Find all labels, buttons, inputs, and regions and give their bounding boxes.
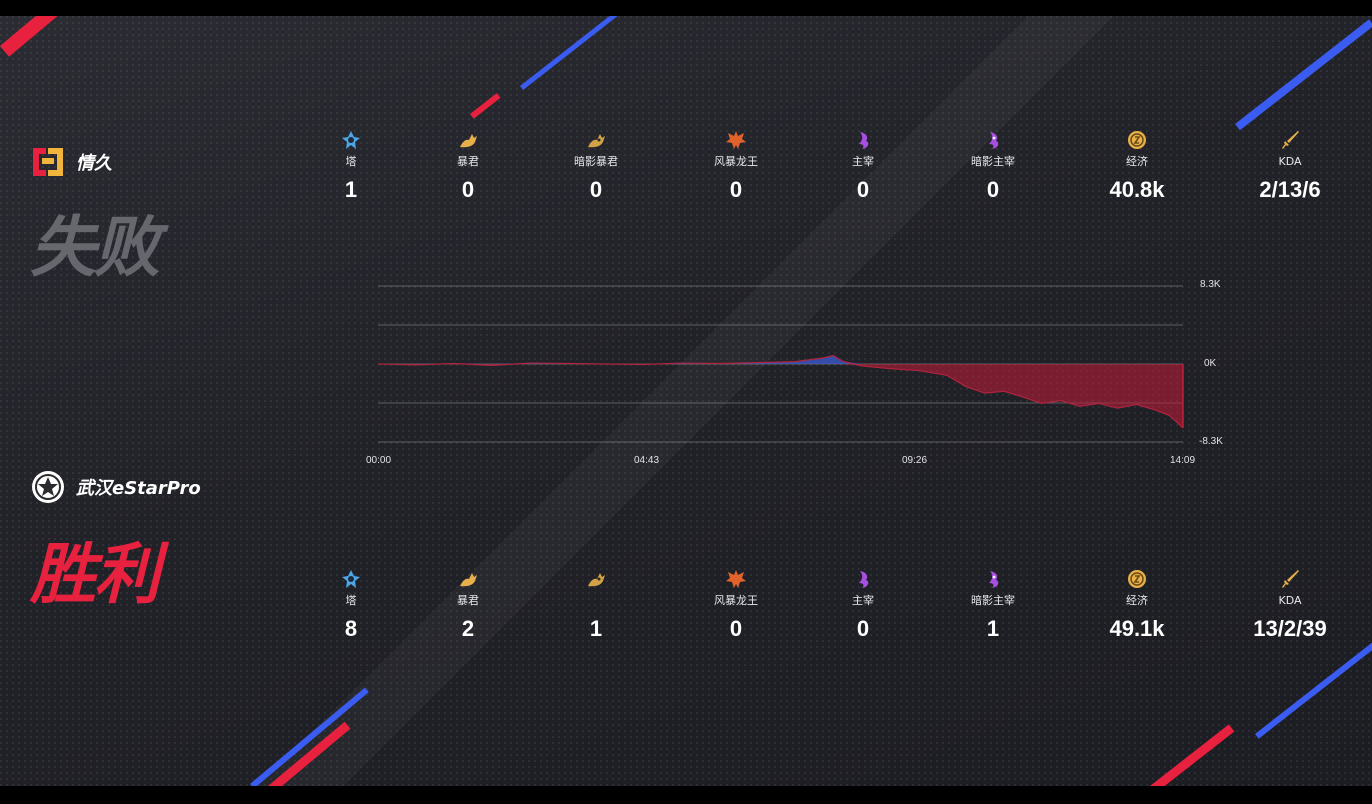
top-stat-value-2: 0 bbox=[589, 177, 603, 202]
top-stat-value-1: 0 bbox=[461, 177, 475, 202]
bottom-stat-value-5: 1 bbox=[986, 616, 1000, 641]
bottom-stat-2: 1 bbox=[531, 568, 661, 642]
overlord-icon bbox=[859, 132, 869, 149]
bottom-stat-label-7: KDA bbox=[1278, 594, 1302, 607]
chart-y-label-max: 8.3K bbox=[1200, 279, 1221, 290]
bottom-stat-label-0: 塔 bbox=[345, 594, 357, 607]
bottom-stat-3: 风暴龙王 0 bbox=[671, 568, 801, 642]
chart-area-negative bbox=[378, 364, 1183, 428]
chart-series-line bbox=[377, 354, 1184, 429]
sword-icon bbox=[1282, 131, 1299, 149]
bottom-stat-4: 主宰 0 bbox=[798, 568, 928, 642]
bottom-stat-label-1: 暴君 bbox=[457, 594, 479, 607]
team-logo-qingjiu bbox=[33, 148, 63, 176]
top-stat-label-4: 主宰 bbox=[852, 155, 874, 168]
chart-x-label-0: 00:00 bbox=[366, 455, 392, 466]
top-stat-label-5: 暗影主宰 bbox=[971, 155, 1015, 168]
bottom-stat-value-1: 2 bbox=[461, 616, 475, 641]
result-loss-label: 失败 bbox=[30, 209, 160, 286]
bottom-stat-1: 暴君 2 bbox=[403, 568, 533, 642]
bottom-stat-value-3: 0 bbox=[729, 616, 743, 641]
top-stat-label-3: 风暴龙王 bbox=[714, 155, 758, 168]
top-stat-1: 暴君 0 bbox=[403, 129, 533, 203]
tyrant-icon bbox=[460, 573, 477, 587]
top-stat-2: 暗影暴君 0 bbox=[531, 129, 661, 203]
team-logo-estar bbox=[32, 471, 64, 503]
team-header-top: 情久 bbox=[30, 144, 112, 180]
bottom-stat-label-6: 经济 bbox=[1126, 594, 1148, 607]
shadow-tyrant-icon bbox=[588, 134, 605, 148]
gold-icon bbox=[1128, 131, 1146, 149]
bottom-stat-7: KDA 13/2/39 bbox=[1225, 568, 1355, 642]
shadow-overlord-icon bbox=[989, 132, 999, 149]
tyrant-icon bbox=[460, 134, 477, 148]
chart-x-label-1: 04:43 bbox=[634, 455, 660, 466]
top-stat-value-3: 0 bbox=[729, 177, 743, 202]
chart-x-label-2: 09:26 bbox=[902, 455, 928, 466]
top-stat-5: 暗影主宰 0 bbox=[928, 129, 1058, 203]
shadow-tyrant-icon bbox=[588, 573, 605, 587]
chart-x-label-3: 14:09 bbox=[1170, 455, 1196, 466]
bottom-stat-6: 经济 49.1k bbox=[1072, 568, 1202, 642]
bottom-stat-label-3: 风暴龙王 bbox=[714, 594, 758, 607]
result-win-label: 胜利 bbox=[30, 536, 160, 613]
top-stat-4: 主宰 0 bbox=[798, 129, 928, 203]
top-stat-value-5: 0 bbox=[986, 177, 1000, 202]
top-stat-value-6: 40.8k bbox=[1109, 177, 1165, 202]
top-stat-label-6: 经济 bbox=[1126, 155, 1148, 168]
top-stat-label-0: 塔 bbox=[345, 155, 357, 168]
shadow-overlord-icon bbox=[989, 571, 999, 588]
overlord-icon bbox=[859, 571, 869, 588]
scoreboard-screen: 情久 失败 武汉eStarPro 胜利 塔 1 暴君 0 暗影暴君 0 风暴龙王 0 主宰 0 暗影… bbox=[0, 16, 1372, 786]
sword-icon bbox=[1282, 570, 1299, 588]
top-stat-value-4: 0 bbox=[856, 177, 870, 202]
bottom-stat-value-7: 13/2/39 bbox=[1253, 616, 1327, 641]
storm-dragon-icon bbox=[726, 570, 746, 588]
tower-icon bbox=[342, 131, 360, 149]
tower-icon bbox=[342, 570, 360, 588]
storm-dragon-icon bbox=[726, 131, 746, 149]
top-stat-7: KDA 2/13/6 bbox=[1225, 129, 1355, 203]
team-header-bottom: 武汉eStarPro bbox=[30, 469, 201, 505]
gold-icon bbox=[1128, 570, 1146, 588]
bottom-stat-label-5: 暗影主宰 bbox=[971, 594, 1015, 607]
chart-y-label-zero: 0K bbox=[1204, 358, 1217, 369]
gold-difference-chart bbox=[377, 285, 1184, 443]
bottom-stat-label-4: 主宰 bbox=[852, 594, 874, 607]
top-stat-label-1: 暴君 bbox=[457, 155, 479, 168]
team-name-top: 情久 bbox=[76, 153, 112, 174]
bottom-stat-value-4: 0 bbox=[856, 616, 870, 641]
top-stat-value-7: 2/13/6 bbox=[1259, 177, 1321, 202]
top-stat-label-7: KDA bbox=[1278, 155, 1302, 168]
team-name-bottom: 武汉eStarPro bbox=[76, 478, 201, 499]
top-stat-value-0: 1 bbox=[344, 177, 358, 202]
bottom-stat-value-6: 49.1k bbox=[1109, 616, 1165, 641]
top-stat-6: 经济 40.8k bbox=[1072, 129, 1202, 203]
bottom-stat-value-0: 8 bbox=[344, 616, 358, 641]
top-stat-label-2: 暗影暴君 bbox=[574, 155, 618, 168]
bottom-stat-value-2: 1 bbox=[589, 616, 603, 641]
top-stat-3: 风暴龙王 0 bbox=[671, 129, 801, 203]
chart-area-positive bbox=[378, 355, 1183, 364]
chart-y-label-min: -8.3K bbox=[1199, 436, 1223, 447]
bottom-stat-5: 暗影主宰 1 bbox=[928, 568, 1058, 642]
